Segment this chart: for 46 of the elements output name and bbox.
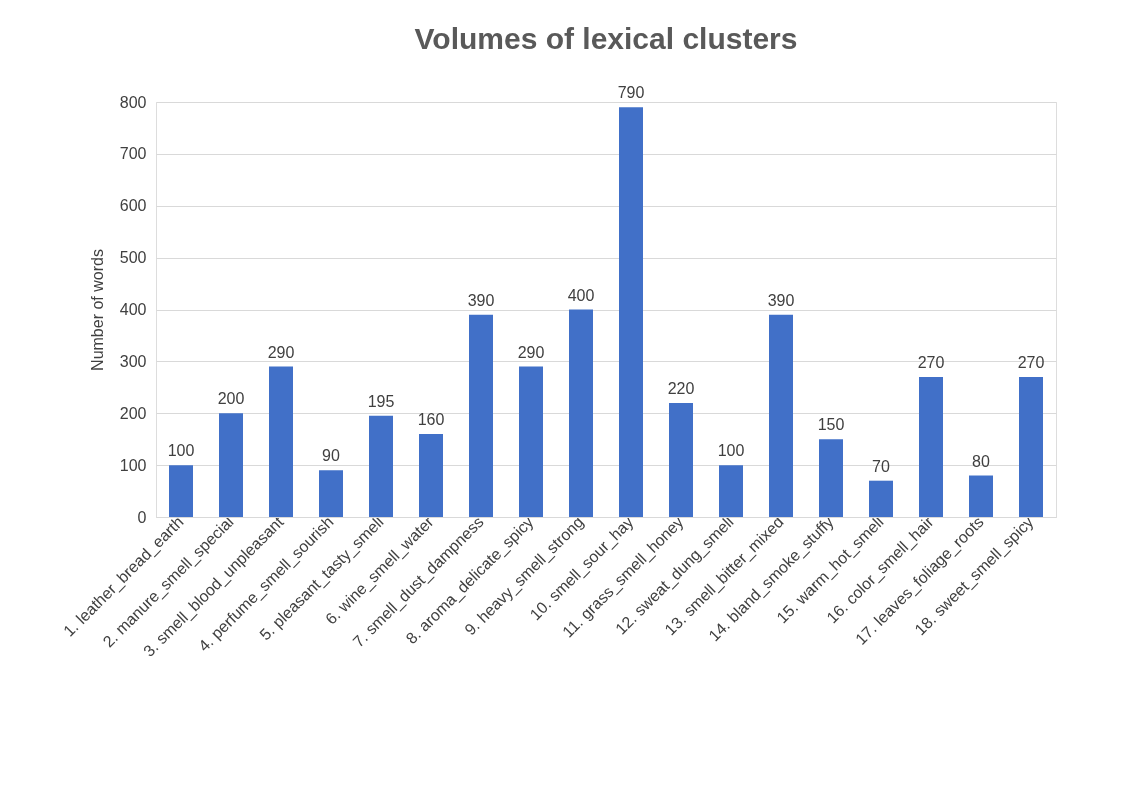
y-tick-label: 200: [119, 404, 147, 422]
data-label: 390: [467, 291, 495, 309]
data-label: 270: [1017, 353, 1045, 371]
data-label: 100: [717, 442, 745, 460]
bar: [619, 107, 643, 517]
data-label: 150: [817, 416, 845, 434]
data-label: 160: [417, 411, 445, 428]
bar: [1019, 376, 1043, 517]
bar: [569, 309, 593, 517]
bar: [419, 434, 443, 517]
chart-title: Volumes of lexical clusters: [414, 22, 798, 56]
data-label: 80: [972, 452, 990, 470]
data-label: 195: [367, 392, 395, 410]
bar: [219, 413, 243, 517]
y-tick-label: 100: [119, 456, 147, 474]
data-label: 290: [517, 343, 545, 361]
y-axis-title: Number of words: [88, 249, 106, 371]
y-tick-label: 800: [119, 93, 147, 111]
data-label: 400: [567, 286, 595, 304]
data-label: 70: [872, 457, 890, 475]
data-label: 290: [267, 343, 295, 361]
bar: [269, 366, 293, 517]
bar: [469, 314, 493, 517]
bar: [719, 465, 743, 517]
data-label: 790: [617, 84, 645, 102]
bar: [869, 480, 893, 517]
y-tick-label: 600: [119, 197, 147, 215]
y-tick-label: 500: [119, 249, 147, 267]
bar: [769, 314, 793, 517]
bar: [819, 439, 843, 517]
bar: [319, 470, 343, 517]
bar: [919, 376, 943, 517]
y-tick-label: 700: [119, 145, 147, 163]
data-label: 200: [217, 390, 245, 408]
data-label: 220: [667, 379, 695, 397]
bar: [669, 402, 693, 517]
y-tick-label: 300: [119, 352, 147, 370]
bar: [519, 366, 543, 517]
data-label: 100: [167, 442, 195, 460]
data-label: 90: [322, 447, 340, 465]
bar: [969, 475, 993, 517]
y-tick-label: 400: [119, 301, 147, 318]
bar: [369, 415, 393, 517]
data-label: 390: [767, 291, 795, 309]
data-label: 270: [917, 353, 945, 371]
bar: [169, 465, 193, 517]
